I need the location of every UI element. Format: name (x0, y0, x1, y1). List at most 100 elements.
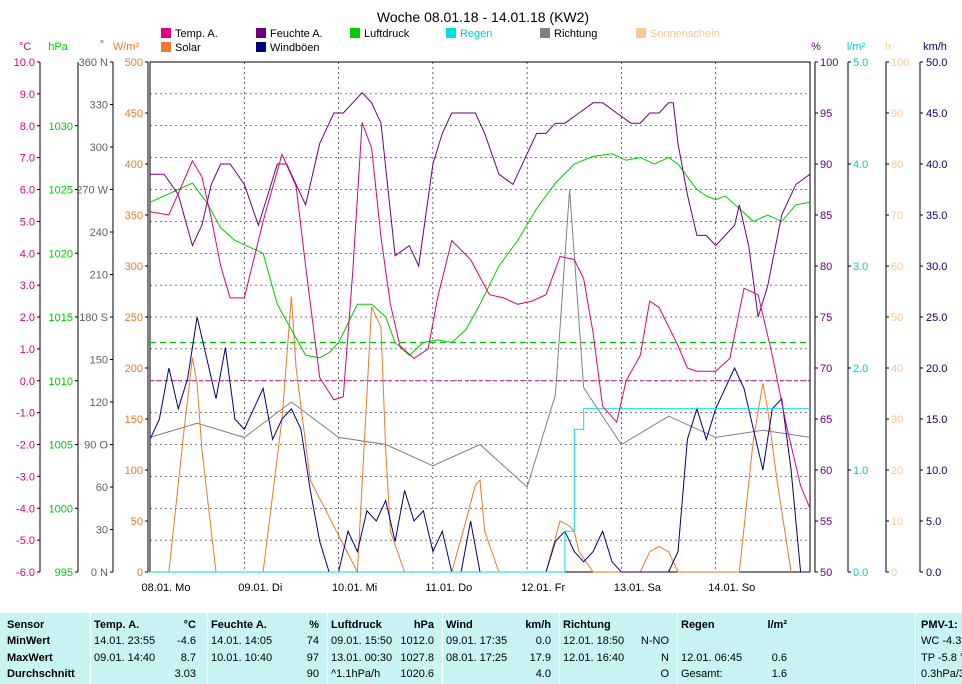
solar-tick-label: 200 (125, 363, 143, 375)
row-label-sensor: Sensor (7, 619, 45, 631)
stats-max-time: 09.01. 14:40 (94, 652, 156, 664)
rain-tick-label: 1.0 (853, 465, 868, 477)
stats-min-value: N-NO (640, 635, 669, 647)
sunshine-unit-label: h (885, 41, 891, 53)
stats-avg-value: 1020.6 (400, 668, 434, 680)
legend-swatch-3 (446, 28, 456, 38)
temp-tick-label: -1.0 (16, 408, 35, 420)
wind-tick-label: 15.0 (926, 414, 947, 426)
series-line-temp-a- (149, 122, 811, 509)
column-separator (327, 613, 328, 684)
humidity-tick-label: 95 (820, 108, 832, 120)
stats-max-time: 12.01. 16:40 (563, 652, 625, 664)
direction-tick-label: 210 (90, 270, 108, 282)
row-label-max: MaxWert (7, 652, 53, 664)
stats-min-time: 14.01. 14:05 (211, 635, 273, 647)
legend-swatch-5 (636, 28, 646, 38)
direction-unit-label: ° (100, 39, 104, 51)
legend-swatch-2 (350, 28, 360, 38)
solar-unit-label: W/m² (113, 41, 140, 53)
chart-legend: Temp. A. Feuchte A. Luftdruck Regen Richtung… (161, 28, 720, 54)
solar-tick-label: 150 (125, 414, 143, 426)
stats-max-time: 13.01. 00:30 (331, 652, 393, 664)
legend-label-6: Solar (175, 42, 201, 54)
direction-tick-label: 270 W (76, 185, 108, 197)
x-tick-label-4: 12.01. Fr (521, 582, 565, 594)
temp-tick-label: 6.0 (20, 185, 35, 197)
stats-min-time: 09.01. 17:35 (446, 635, 508, 647)
temp-tick-label: -2.0 (16, 440, 35, 452)
humidity-tick-label: 90 (820, 159, 832, 171)
stats-avg-value: O (660, 668, 669, 680)
stats-header-unit: hPa (413, 619, 434, 631)
stats-column-2: Luftdruck hPa 09.01. 15:50 1012.0 13.01. 00:… (327, 613, 442, 684)
pmv-title: PMV-1: (921, 619, 958, 631)
stats-max-time: 12.01. 06:45 (681, 652, 743, 664)
series-line-feuchte-a- (150, 91, 811, 318)
stats-header-name: Luftdruck (331, 619, 382, 631)
stats-header-unit: km/h (525, 619, 551, 631)
stats-header-unit: % (309, 619, 319, 631)
humidity-unit-label: % (811, 41, 821, 53)
temp-tick-label: -5.0 (16, 535, 35, 547)
direction-tick-label: 330 (90, 100, 108, 112)
x-tick-label-0: 08.01. Mo (142, 582, 191, 594)
stats-column-1: Feuchte A.% 14.01. 14:05 74 10.01. 10:40 97 9… (207, 613, 327, 684)
stats-min-value: -4.6 (177, 635, 196, 647)
stats-min-time: 09.01. 15:50 (331, 635, 393, 647)
temp-tick-label: -6.0 (16, 567, 35, 579)
stats-max-time: 08.01. 17:25 (446, 652, 508, 664)
legend-swatch-6 (161, 42, 171, 52)
rain-tick-label: 0.0 (853, 567, 868, 579)
rain-tick-label: 3.0 (853, 261, 868, 273)
rain-tick-label: 5.0 (853, 57, 868, 69)
legend-label-7: Windböen (270, 42, 320, 54)
direction-tick-label: 240 (90, 227, 108, 239)
solar-tick-label: 50 (131, 516, 143, 528)
sunshine-tick-label: 90 (891, 108, 903, 120)
stats-max-value: 1027.8 (400, 652, 434, 664)
wind-tick-label: 20.0 (926, 363, 947, 375)
solar-tick-label: 350 (125, 210, 143, 222)
legend-label-2: Luftdruck (364, 28, 410, 40)
humidity-tick-label: 65 (820, 414, 832, 426)
rain-unit-label: l/m² (847, 41, 866, 53)
stats-header-name: Richtung (563, 619, 611, 631)
temp-unit-label: °C (19, 41, 31, 53)
pressure-tick-label: 1020 (49, 248, 73, 260)
wind-tick-label: 10.0 (926, 465, 947, 477)
stats-min-value: 0.0 (535, 635, 551, 647)
x-axis-labels: 08.01. Mo 09.01. Di 10.01. Mi 11.01. Do 12.0… (142, 582, 756, 594)
stats-min-value: 1012.0 (400, 635, 434, 647)
stats-column-4: Richtung 12.01. 18:50 N-NO 12.01. 16:40 N O (559, 613, 677, 684)
series-line-richtung (149, 189, 811, 488)
humidity-tick-label: 75 (820, 312, 832, 324)
direction-tick-label: 180 S (79, 312, 108, 324)
stats-column-3: Wind km/h 09.01. 17:35 0.0 08.01. 17:25 17.9 4… (442, 613, 559, 684)
legend-label-5: Sonnenschein (650, 28, 720, 40)
column-separator (559, 613, 560, 684)
solar-tick-label: 0 (137, 567, 143, 579)
pressure-tick-label: 1030 (49, 121, 73, 133)
stats-header-unit: l/m² (767, 619, 787, 631)
statistics-panel: Sensor MinWert MaxWert Durchschnitt Temp… (0, 613, 962, 684)
wind-tick-label: 30.0 (926, 261, 947, 273)
stats-avg-value: 3.03 (174, 668, 196, 680)
weather-chart: Woche 08.01.18 - 14.01.18 (KW2) Temp. A.… (14, 9, 948, 594)
wind-unit-label: km/h (923, 41, 947, 53)
temp-tick-label: 3.0 (20, 280, 35, 292)
stats-avg-value: 1.6 (771, 668, 787, 680)
pmv-wc: WC -4.3 (921, 635, 962, 647)
column-separator (90, 613, 91, 684)
row-label-avg: Durchschnitt (7, 668, 75, 680)
stats-max-value: 17.9 (529, 652, 551, 664)
temp-tick-label: -4.0 (16, 503, 35, 515)
humidity-tick-label: 50 (820, 567, 832, 579)
sunshine-tick-label: 70 (891, 210, 903, 222)
pressure-tick-label: 1005 (49, 440, 73, 452)
rain-tick-label: 2.0 (853, 363, 868, 375)
series-line-solar (168, 296, 792, 574)
stats-max-value: 97 (306, 652, 319, 664)
direction-tick-label: 0 N (91, 567, 108, 579)
pressure-tick-label: 1025 (49, 185, 73, 197)
